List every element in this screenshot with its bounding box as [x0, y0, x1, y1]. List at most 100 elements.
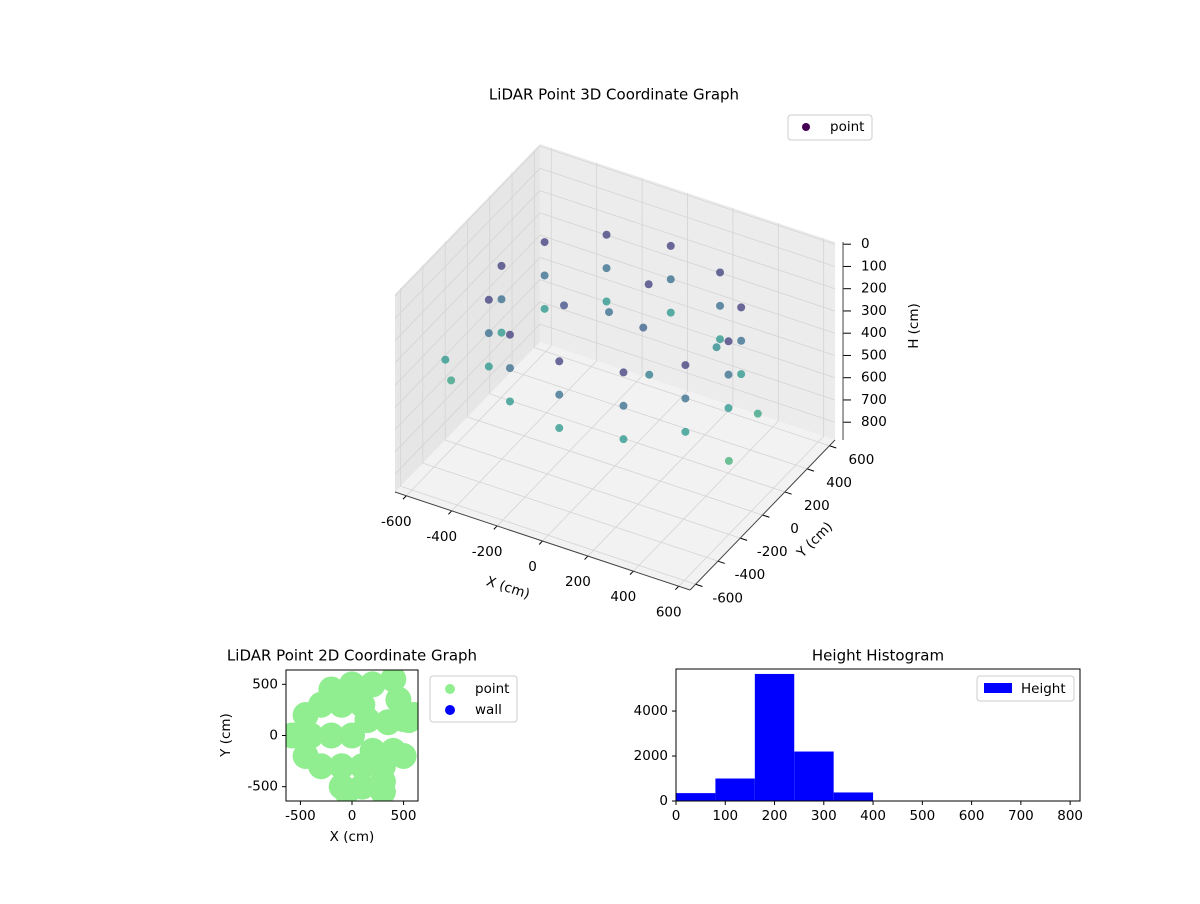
x-tick [402, 495, 407, 500]
x-tick [629, 570, 634, 575]
data-point [712, 343, 721, 352]
data-point [339, 671, 365, 698]
data-point [505, 397, 514, 406]
x-tick [493, 525, 498, 530]
grid-line [394, 234, 541, 386]
data-point [555, 424, 564, 433]
y-tick [695, 583, 703, 587]
y-tick [784, 491, 792, 495]
z-tick-label: 800 [861, 414, 887, 430]
z-tick-label: 700 [861, 392, 887, 408]
x-tick-label: -200 [472, 544, 503, 560]
bar [754, 673, 795, 801]
data-point [737, 336, 746, 345]
y-tick-label: 600 [849, 452, 875, 468]
legend-label: point [830, 119, 864, 135]
legend-box [787, 114, 873, 141]
data-point [318, 676, 345, 703]
y-tick-label: 0 [790, 521, 799, 537]
y-tick-label: -500 [247, 779, 278, 795]
grid-line [539, 212, 836, 312]
plot-area [286, 670, 418, 801]
data-point [369, 778, 396, 801]
bar [833, 792, 874, 801]
chart-title: LiDAR Point 2D Coordinate Graph [227, 647, 477, 665]
data-point [619, 401, 628, 410]
x-axis-label: X (cm) [330, 829, 375, 845]
data-point [497, 295, 506, 304]
data-point [560, 301, 569, 310]
x-tick [584, 555, 589, 560]
x-tick-label: 800 [1057, 808, 1083, 824]
data-point [724, 370, 733, 379]
x-tick-label: 200 [565, 574, 591, 590]
y-tick-label: 0 [269, 728, 278, 744]
x-tick-label: 500 [391, 808, 417, 824]
data-point [380, 670, 407, 693]
data-point [605, 308, 614, 317]
data-point [681, 361, 690, 370]
legend-box [429, 675, 518, 723]
grid-line [539, 190, 836, 290]
data-point [619, 435, 628, 444]
data-point [292, 742, 319, 769]
data-point [753, 409, 762, 418]
grid-line [422, 462, 719, 562]
data-point [602, 297, 611, 306]
x-tick [448, 510, 453, 515]
data-point [447, 376, 456, 385]
legend-label: point [475, 681, 509, 697]
legend-label: Height [1021, 681, 1066, 697]
grid-line [539, 257, 836, 356]
data-point [354, 707, 381, 734]
grid-line [394, 323, 541, 475]
y-tick [740, 537, 748, 541]
grid-line [467, 416, 763, 516]
data-point [737, 370, 746, 379]
x-tick-label: -600 [381, 514, 412, 530]
y-tick-label: -400 [735, 567, 766, 583]
x-tick [675, 585, 680, 591]
x-tick-label: 0 [348, 808, 357, 824]
y-tick [829, 445, 837, 449]
legend-marker [445, 705, 455, 715]
data-point [555, 357, 564, 366]
data-point [602, 230, 611, 239]
x-tick-label: 700 [1008, 808, 1034, 824]
grid-line [539, 145, 836, 245]
data-point [484, 295, 493, 304]
z-tick-label: 200 [861, 281, 887, 297]
y-tick-label: 0 [659, 793, 668, 809]
grid-line [539, 301, 836, 401]
data-point [639, 323, 648, 332]
data-point [497, 328, 506, 337]
data-point [359, 671, 386, 698]
data-point [555, 390, 564, 399]
x-tick-label: 0 [672, 808, 681, 824]
data-point [540, 238, 549, 247]
bar [715, 778, 755, 801]
x-tick-label: 600 [656, 604, 682, 620]
x-tick-label: -400 [426, 529, 457, 545]
data-point [645, 370, 654, 379]
data-point [400, 702, 418, 729]
data-point [724, 456, 733, 465]
legend-box [976, 675, 1075, 702]
bar [676, 793, 716, 801]
y-tick-label: 500 [252, 676, 278, 692]
z-tick-label: 400 [861, 325, 887, 341]
legend-marker [802, 123, 810, 131]
z-axis-label: H (cm) [906, 303, 922, 349]
data-point [484, 329, 493, 338]
data-point [666, 241, 675, 250]
grid-line [394, 168, 541, 319]
grid-line [445, 439, 741, 539]
data-point [390, 742, 417, 769]
data-point [333, 778, 360, 801]
bar [794, 751, 834, 801]
data-point [297, 722, 324, 749]
y-tick-label: 400 [826, 475, 852, 491]
grid-line [511, 370, 808, 470]
legend-label: wall [475, 702, 502, 718]
data-point [716, 335, 725, 344]
